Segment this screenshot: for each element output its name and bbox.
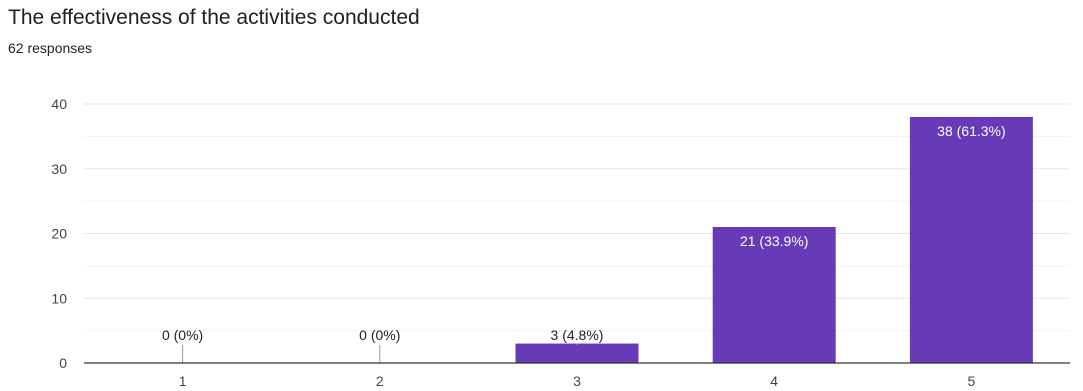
leader-lines [182, 343, 578, 363]
y-axis-ticks: 0 10 20 30 40 [51, 96, 67, 371]
data-label: 0 (0%) [162, 327, 203, 343]
y-tick-label: 10 [51, 290, 67, 306]
gridlines [84, 103, 1070, 332]
bar-5 [909, 116, 1033, 363]
x-tick-label: 2 [376, 373, 384, 389]
x-axis-ticks: 1 2 3 4 5 [179, 373, 976, 389]
x-tick-label: 1 [179, 373, 187, 389]
x-tick-label: 5 [968, 373, 976, 389]
chart-title: The effectiveness of the activities cond… [8, 6, 420, 29]
data-label: 21 (33.9%) [740, 233, 808, 249]
x-tick-label: 3 [573, 373, 581, 389]
bars [515, 116, 1033, 363]
bar-4 [712, 227, 836, 363]
x-tick-label: 4 [770, 373, 778, 389]
y-tick-label: 0 [59, 355, 67, 371]
response-count: 62 responses [8, 40, 93, 56]
data-label: 0 (0%) [359, 327, 400, 343]
data-label: 3 (4.8%) [551, 327, 604, 343]
y-tick-label: 20 [51, 226, 67, 242]
y-tick-label: 30 [51, 161, 67, 177]
bar-3 [515, 343, 639, 363]
data-label: 38 (61.3%) [937, 123, 1005, 139]
data-labels: 0 (0%) 0 (0%) 3 (4.8%) 21 (33.9%) 38 (61.3%) [162, 123, 1006, 343]
y-tick-label: 40 [51, 96, 67, 112]
